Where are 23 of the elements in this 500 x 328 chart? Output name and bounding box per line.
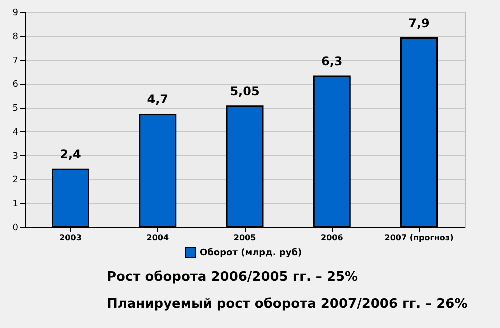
y-tick-label: 0 [12, 224, 19, 234]
y-tick-label: 3 [12, 152, 18, 162]
y-tick-label: 8 [12, 32, 19, 42]
x-tick-label: 2003 [60, 234, 82, 242]
x-tick-label: 2007 (прогноз) [384, 234, 454, 242]
y-tick-label: 6 [12, 80, 19, 90]
y-tick-label: 7 [12, 56, 18, 66]
x-tick-label: 2006 [320, 234, 344, 242]
y-tick-label: 9 [12, 8, 19, 18]
x-tick-label: 2004 [146, 234, 170, 242]
y-tick-label: 1 [12, 200, 18, 210]
y-tick-label: 5 [12, 104, 18, 114]
text: Планируемый рост оборота 2007/2006 гг. – 26% [107, 297, 468, 312]
text: Рост оборота 2006/2005 гг. – 25% [107, 270, 358, 285]
y-tick-label: 4 [12, 128, 19, 138]
legend-label: Оборот (млрд. руб) [200, 248, 302, 258]
data-label: 7,9 [408, 16, 430, 30]
x-tick-label: 2005 [234, 234, 257, 242]
data-label: 2,4 [60, 148, 82, 162]
data-label: 6,3 [321, 54, 343, 68]
y-tick-label: 2 [12, 176, 18, 186]
data-label: 4,7 [147, 92, 169, 107]
data-label: 5,05 [230, 84, 260, 98]
